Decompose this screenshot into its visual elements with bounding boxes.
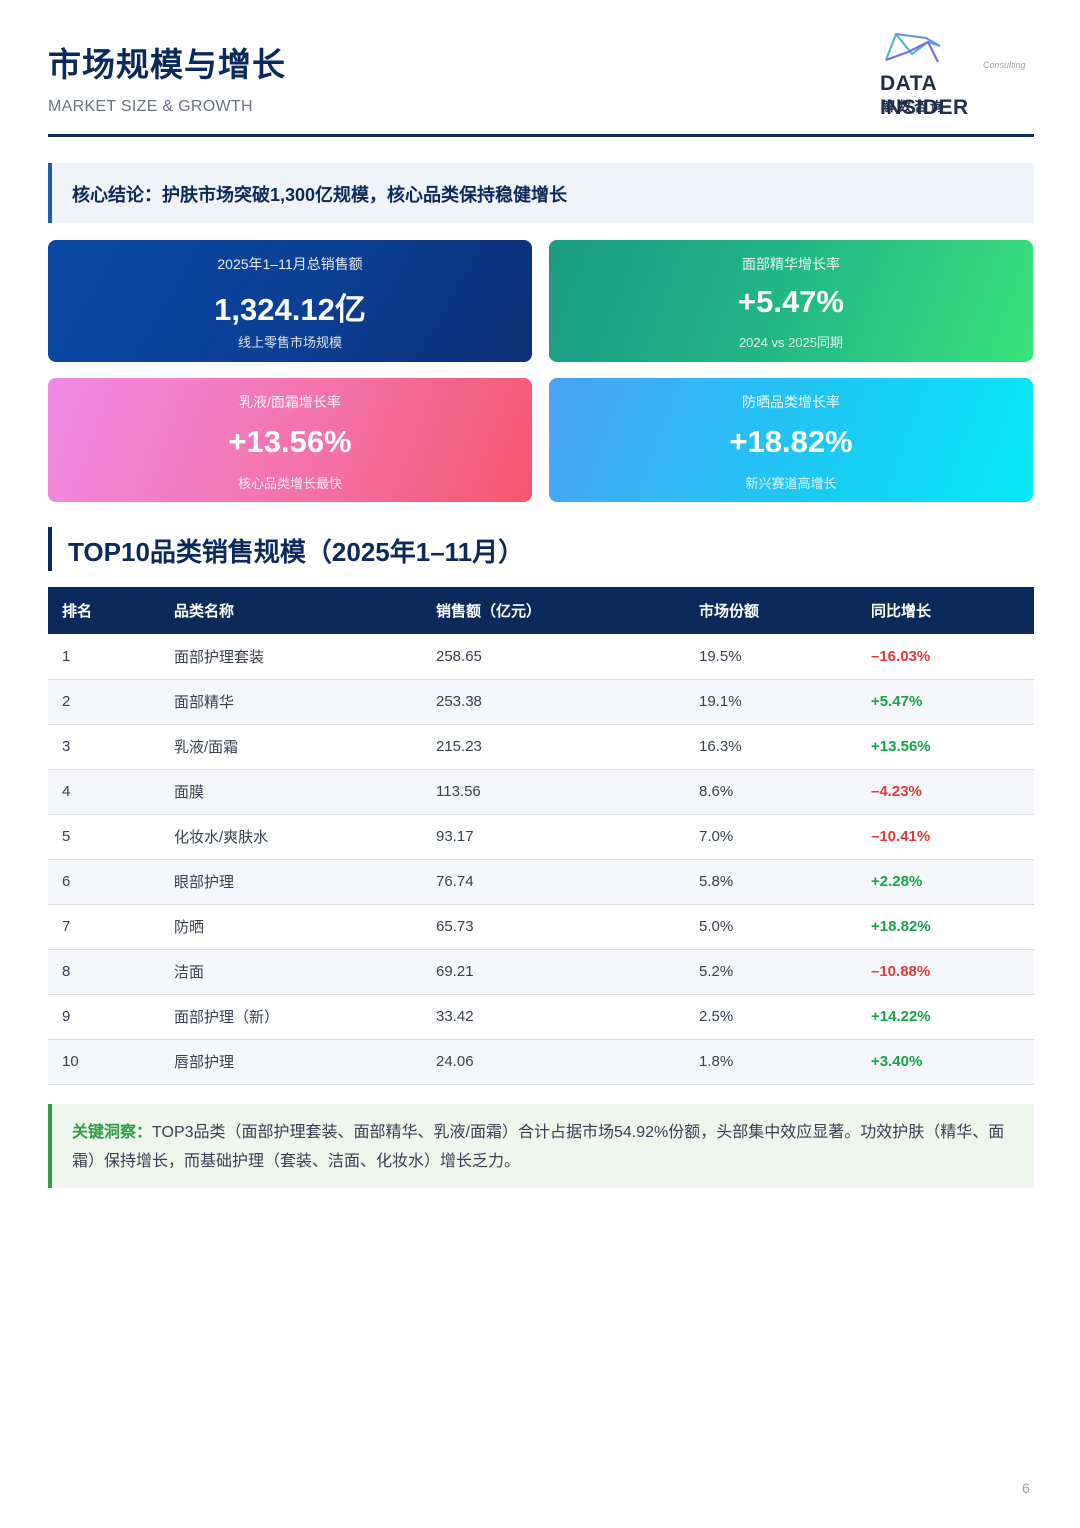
- cell-sales: 215.23: [436, 738, 482, 755]
- cell-category: 唇部护理: [174, 1054, 235, 1071]
- page-number: 6: [1022, 1480, 1030, 1496]
- cell-share: 1.8%: [699, 1053, 734, 1070]
- cell-category: 洁面: [174, 964, 205, 981]
- cell-growth: +18.82%: [871, 918, 931, 935]
- cell-growth: –16.03%: [871, 647, 931, 665]
- kpi-card-sunscreen-growth: 防晒品类增长率 +18.82% 新兴赛道高增长: [549, 378, 1033, 502]
- kpi-note: 核心品类增长最快: [237, 476, 342, 491]
- page-subtitle: MARKET SIZE & GROWTH: [48, 98, 253, 115]
- table-row: 8 洁面 69.21 5.2% –10.88%: [48, 949, 1034, 994]
- logo-cn: 解数咨询: [882, 99, 947, 114]
- cell-rank: 10: [62, 1053, 79, 1070]
- cell-rank: 5: [62, 828, 71, 845]
- cell-growth: +2.28%: [871, 873, 923, 890]
- kpi-card-total-sales: 2025年1–11月总销售额 1,324.12亿 线上零售市场规模: [48, 240, 532, 362]
- insight-text: TOP3品类（面部护理套装、面部精华、乳液/面霜）合计占据市场54.92%份额，…: [72, 1124, 1005, 1170]
- cell-sales: 33.42: [436, 1008, 474, 1025]
- kpi-value: +18.82%: [729, 424, 853, 459]
- cell-share: 5.2%: [699, 963, 734, 980]
- logo-consulting: Consulting: [983, 60, 1026, 70]
- cell-category: 面膜: [174, 784, 205, 801]
- cell-sales: 69.21: [436, 963, 474, 980]
- table-row: 6 眼部护理 76.74 5.8% +2.28%: [48, 859, 1034, 904]
- cell-sales: 76.74: [436, 873, 474, 890]
- kpi-note: 新兴赛道高增长: [745, 476, 837, 491]
- kpi-card-serum-growth: 面部精华增长率 +5.47% 2024 vs 2025同期: [549, 240, 1033, 362]
- cell-category: 眼部护理: [174, 874, 235, 891]
- header-rank: 排名: [62, 603, 93, 620]
- section-heading: TOP10品类销售规模（2025年1–11月）: [48, 527, 524, 571]
- header-divider: [48, 134, 1034, 137]
- cell-rank: 4: [62, 783, 71, 800]
- kpi-note: 线上零售市场规模: [237, 335, 342, 350]
- table-row: 5 化妆水/爽肤水 93.17 7.0% –10.41%: [48, 814, 1034, 859]
- cell-growth: –10.41%: [871, 828, 931, 845]
- cell-rank: 1: [62, 647, 71, 665]
- kpi-value: +13.56%: [228, 424, 352, 459]
- cell-growth: –10.88%: [871, 963, 931, 980]
- cell-share: 19.1%: [699, 693, 742, 710]
- cell-category: 防晒: [174, 919, 205, 936]
- table-row: 1 面部护理套装 258.65 19.5% –16.03%: [48, 634, 1034, 679]
- cell-growth: +13.56%: [871, 738, 931, 755]
- top10-category-table: 排名 品类名称 销售额（亿元） 市场份额 同比增长 1 面部护理套装 258.65 1…: [48, 587, 1034, 1085]
- header-share: 市场份额: [699, 603, 760, 620]
- cell-rank: 9: [62, 1008, 71, 1025]
- cell-sales: 258.65: [436, 647, 482, 665]
- cell-category: 面部护理（新）: [174, 1009, 280, 1026]
- logo-mark-icon: [884, 32, 941, 63]
- table-row: 9 面部护理（新） 33.42 2.5% +14.22%: [48, 994, 1034, 1039]
- cell-sales: 24.06: [436, 1053, 474, 1070]
- cell-share: 2.5%: [699, 1008, 734, 1025]
- table-row: 4 面膜 113.56 8.6% –4.23%: [48, 769, 1034, 814]
- conclusion-text: 核心结论：护肤市场突破1,300亿规模，核心品类保持稳健增长: [72, 185, 568, 205]
- table-row: 3 乳液/面霜 215.23 16.3% +13.56%: [48, 724, 1034, 769]
- kpi-label: 面部精华增长率: [742, 256, 840, 272]
- cell-growth: –4.23%: [871, 783, 922, 800]
- header-growth: 同比增长: [871, 603, 932, 620]
- cell-sales: 113.56: [436, 783, 481, 800]
- cell-category: 面部精华: [174, 694, 235, 711]
- kpi-label: 防晒品类增长率: [742, 394, 840, 410]
- kpi-value: +5.47%: [737, 284, 844, 319]
- header-category: 品类名称: [174, 603, 235, 620]
- company-logo: Consulting DATA INSIDER 解数咨询: [880, 30, 1030, 120]
- cell-category: 乳液/面霜: [174, 739, 239, 756]
- section-title: TOP10品类销售规模（2025年1–11月）: [68, 537, 525, 567]
- table-row: 2 面部精华 253.38 19.1% +5.47%: [48, 679, 1034, 724]
- kpi-value: 1,324.12亿: [214, 292, 366, 327]
- table-header-row: 排名 品类名称 销售额（亿元） 市场份额 同比增长: [48, 587, 1034, 634]
- cell-rank: 8: [62, 963, 71, 980]
- cell-growth: +5.47%: [871, 693, 923, 710]
- cell-sales: 65.73: [436, 918, 474, 935]
- cell-category: 面部护理套装: [174, 648, 265, 666]
- cell-share: 5.8%: [699, 873, 734, 890]
- kpi-note: 2024 vs 2025同期: [738, 335, 844, 350]
- cell-growth: +3.40%: [871, 1053, 923, 1070]
- key-insight-box: 关键洞察：TOP3品类（面部护理套装、面部精华、乳液/面霜）合计占据市场54.9…: [48, 1104, 1034, 1188]
- cell-share: 8.6%: [699, 783, 734, 800]
- cell-rank: 3: [62, 738, 71, 755]
- cell-share: 5.0%: [699, 918, 734, 935]
- kpi-label: 乳液/面霜增长率: [239, 394, 341, 410]
- cell-growth: +14.22%: [871, 1008, 931, 1025]
- table-row: 10 唇部护理 24.06 1.8% +3.40%: [48, 1039, 1034, 1084]
- kpi-label: 2025年1–11月总销售额: [217, 256, 363, 272]
- insight-label: 关键洞察：: [72, 1124, 153, 1141]
- table-row: 7 防晒 65.73 5.0% +18.82%: [48, 904, 1034, 949]
- conclusion-banner: 核心结论：护肤市场突破1,300亿规模，核心品类保持稳健增长: [48, 163, 1034, 223]
- header-sales: 销售额（亿元）: [436, 603, 542, 620]
- cell-share: 16.3%: [699, 738, 742, 755]
- logo-name: DATA INSIDER: [880, 72, 969, 119]
- cell-share: 7.0%: [699, 828, 734, 845]
- cell-share: 19.5%: [699, 647, 742, 665]
- cell-rank: 7: [62, 918, 71, 935]
- cell-category: 化妆水/爽肤水: [174, 829, 269, 846]
- page-title: 市场规模与增长: [48, 46, 286, 83]
- cell-rank: 2: [62, 693, 71, 710]
- kpi-card-lotion-growth: 乳液/面霜增长率 +13.56% 核心品类增长最快: [48, 378, 532, 502]
- cell-sales: 253.38: [436, 693, 482, 710]
- cell-rank: 6: [62, 873, 71, 890]
- cell-sales: 93.17: [436, 828, 474, 845]
